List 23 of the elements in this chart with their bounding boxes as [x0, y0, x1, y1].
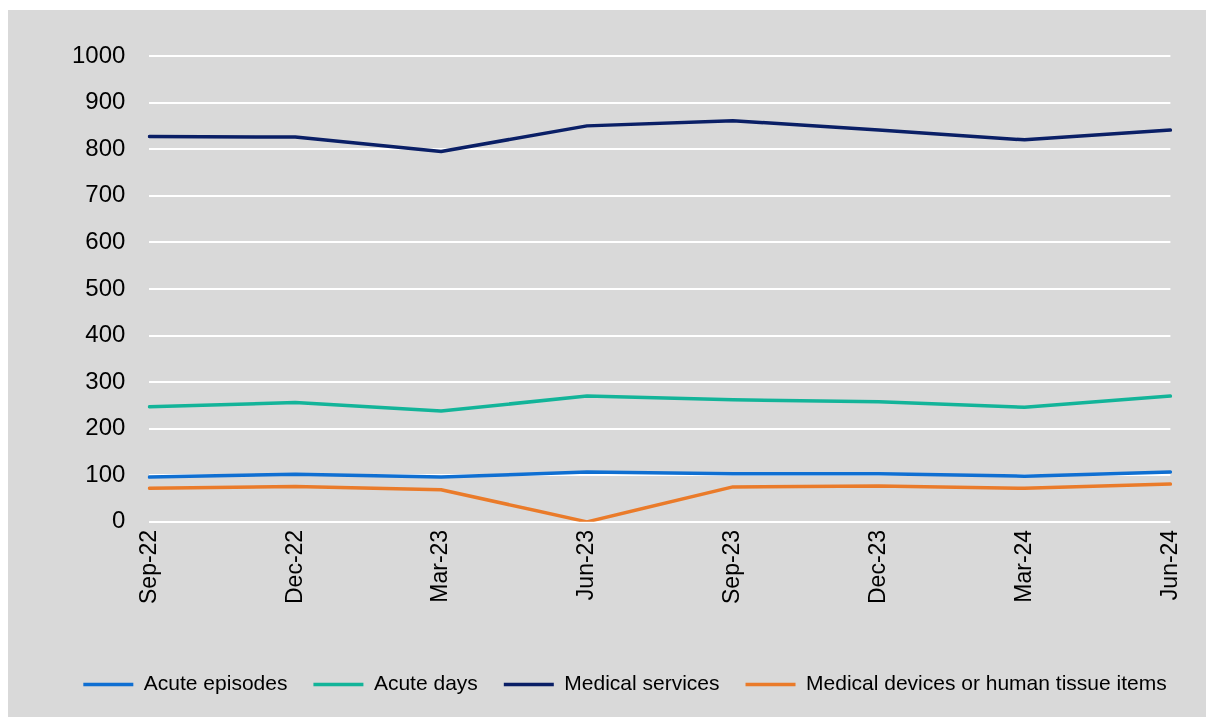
y-tick-label: 200 — [85, 413, 126, 441]
y-tick-label: 900 — [85, 87, 126, 115]
x-tick-label: Mar-23 — [426, 529, 453, 603]
x-tick-label: Sep-23 — [718, 529, 745, 605]
y-tick-label: 600 — [85, 226, 126, 254]
x-tick-label: Sep-22 — [134, 529, 161, 605]
y-tick-label: 100 — [85, 459, 126, 487]
legend-label: Medical services — [564, 671, 720, 695]
y-tick-label: 700 — [85, 180, 126, 208]
legend-label: Acute days — [373, 671, 478, 695]
y-tick-label: 0 — [112, 506, 126, 534]
y-tick-label: 1000 — [72, 40, 126, 68]
legend-label: Medical devices or human tissue items — [806, 671, 1167, 695]
y-tick-label: 500 — [85, 273, 126, 301]
x-tick-label: Dec-23 — [864, 529, 891, 604]
x-tick-label: Jun-23 — [572, 529, 599, 601]
legend-label: Acute episodes — [143, 671, 288, 695]
y-tick-label: 400 — [85, 320, 126, 348]
x-tick-label: Dec-22 — [280, 529, 307, 604]
y-tick-label: 800 — [85, 133, 126, 161]
x-tick-label: Mar-24 — [1009, 529, 1036, 603]
y-tick-label: 300 — [85, 366, 126, 394]
x-tick-label: Jun-24 — [1155, 529, 1182, 601]
